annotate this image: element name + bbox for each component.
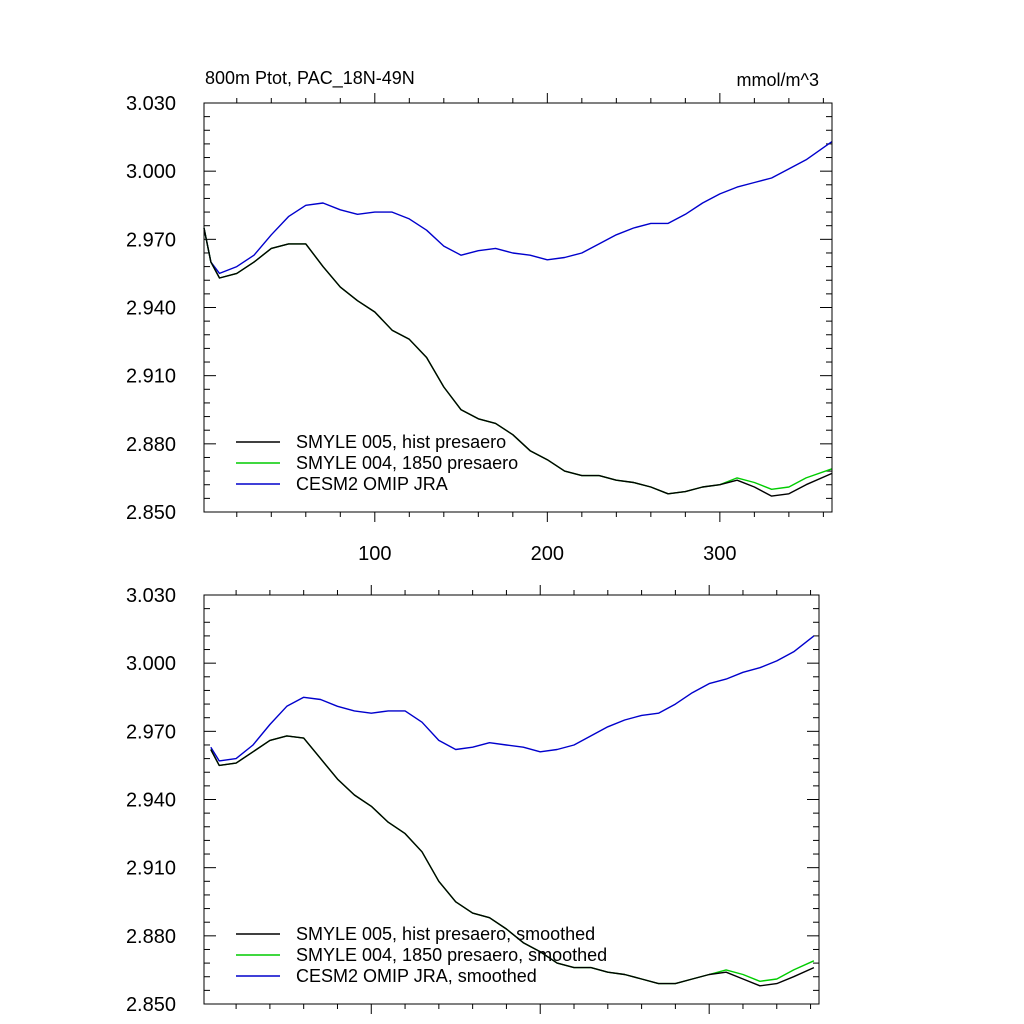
legend-label: SMYLE 004, 1850 presaero [296,453,518,473]
series-line [210,735,815,987]
y-tick-label: 3.030 [126,93,176,115]
y-tick-label: 3.030 [126,585,176,607]
series-line [203,227,833,497]
y-tick-label: 2.910 [126,858,176,880]
y-tick-label: 2.940 [126,298,176,320]
legend-label: SMYLE 005, hist presaero, smoothed [296,924,595,944]
y-tick-label: 3.000 [126,653,176,675]
series-line [203,141,833,275]
x-tick-label: 200 [531,543,564,565]
bottom-panel: 2.850 2.880 2.910 2.940 2.970 3.000 3.030 SMYL… [126,585,820,1016]
y-tick-label: 2.850 [126,994,176,1016]
series-line [210,635,815,762]
legend-label: SMYLE 005, hist presaero [296,432,506,452]
x-tick-label: 100 [358,543,391,565]
y-tick-label: 2.880 [126,434,176,456]
bottom-panel-axes: 2.850 2.880 2.910 2.940 2.970 3.000 3.030 [126,585,819,1016]
y-tick-label: 2.850 [126,502,176,524]
y-tick-label: 3.000 [126,161,176,183]
top-panel-lines [203,141,833,497]
y-tick-label: 2.940 [126,790,176,812]
y-tick-label: 2.970 [126,229,176,251]
y-tick-label: 2.970 [126,721,176,743]
y-tick-label: 2.880 [126,926,176,948]
legend-label: CESM2 OMIP JRA [296,474,448,494]
top-panel: 800m Ptot, PAC_18N-49N mmol/m^3 2.8502.8… [126,68,833,565]
y-tick-label: 2.910 [126,366,176,388]
bottom-panel-lines [210,635,815,987]
top-panel-title: 800m Ptot, PAC_18N-49N [205,68,415,89]
legend-label: CESM2 OMIP JRA, smoothed [296,966,537,986]
top-panel-axes: 2.850 2.880 2.910 2.940 2.970 3.000 3.030 100 20… [126,93,832,565]
bottom-panel-frame [203,594,820,1005]
top-panel-frame [203,102,833,513]
bottom-panel-legend: SMYLE 005, hist presaero, smoothedSMYLE … [236,924,607,986]
x-tick-label: 300 [703,543,736,565]
top-panel-units: mmol/m^3 [737,70,819,90]
legend-label: SMYLE 004, 1850 presaero, smoothed [296,945,607,965]
